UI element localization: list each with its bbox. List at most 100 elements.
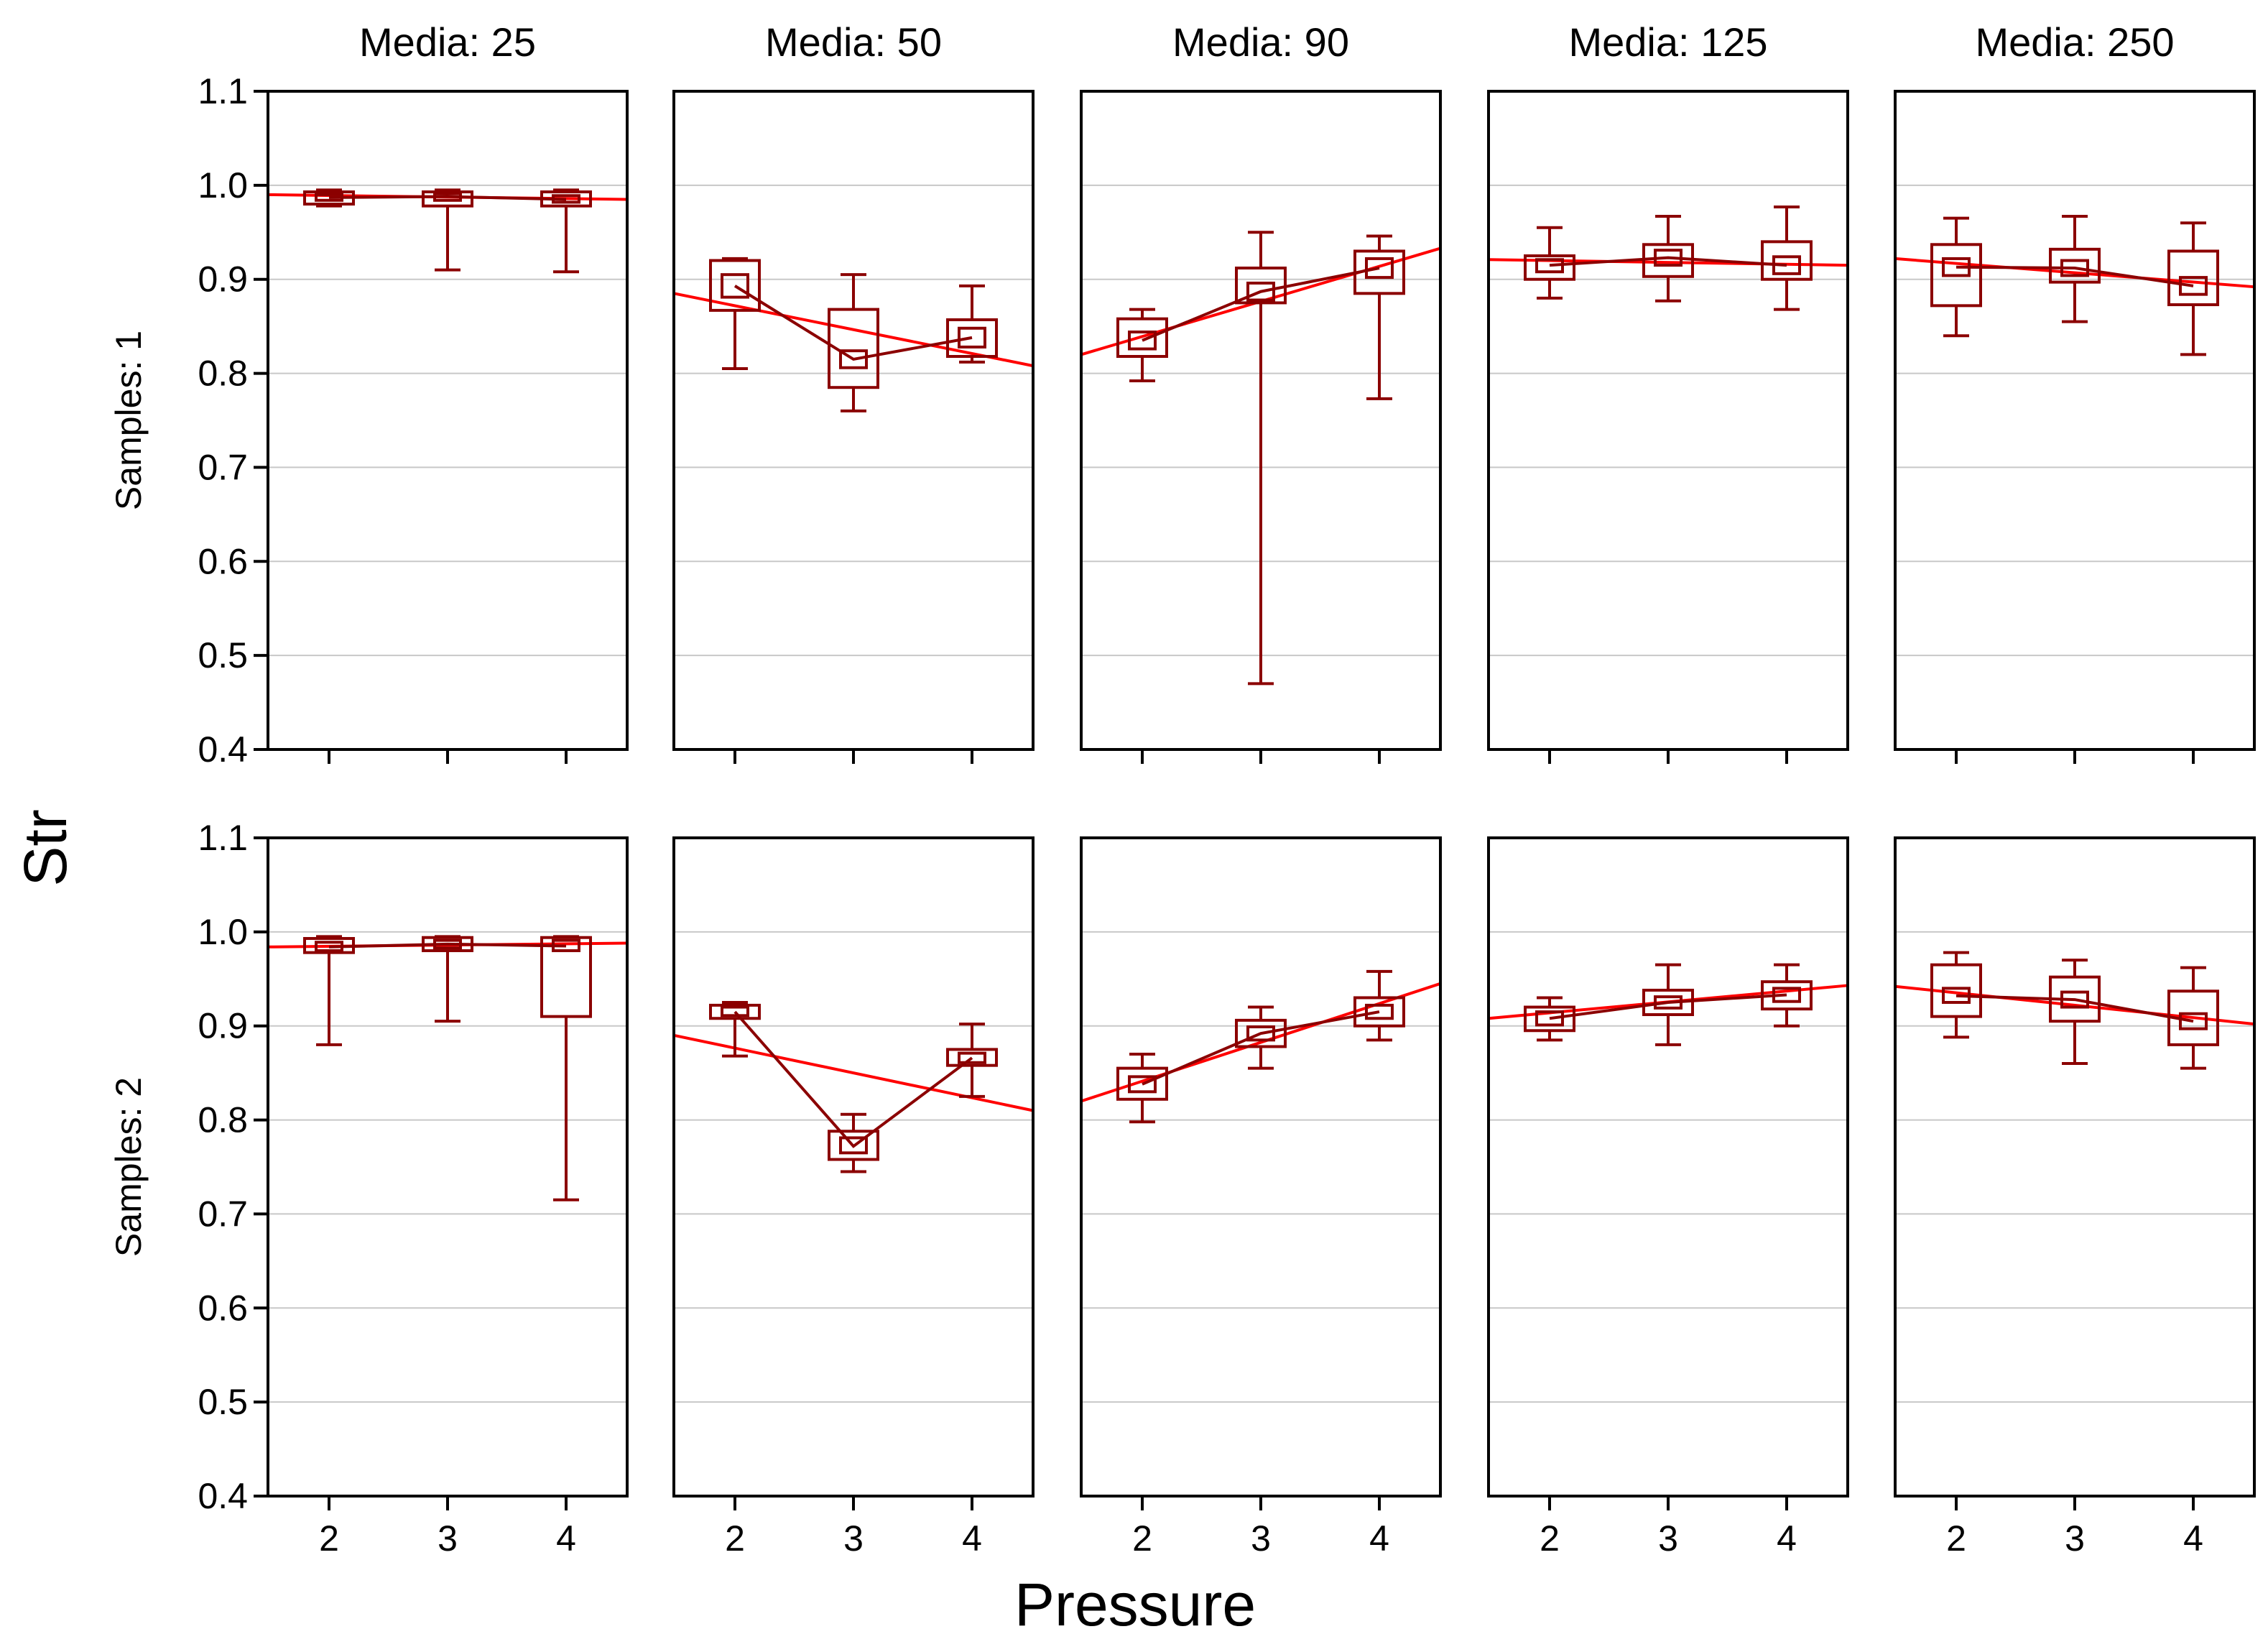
box (709, 259, 761, 312)
x-tick-label: 2 (725, 1518, 745, 1559)
mean-marker (552, 938, 580, 953)
mean-marker (1942, 987, 1971, 1005)
box-plot (540, 935, 592, 1201)
mean-marker (1128, 1075, 1157, 1094)
box-plot (1930, 951, 1982, 1039)
y-tick-label: 0.5 (198, 1382, 248, 1422)
y-tick-label: 0.4 (198, 729, 248, 770)
panel: 2 3 4 (267, 836, 629, 1559)
mean-marker (1535, 258, 1564, 274)
box-plot (1761, 963, 1813, 1028)
box (1353, 996, 1405, 1028)
panel-frame (1894, 90, 2256, 751)
box (2167, 249, 2219, 307)
x-tick-label: 3 (1251, 1518, 1271, 1559)
y-tick-label: 0.8 (198, 354, 248, 394)
mean-marker (315, 193, 343, 202)
box (1930, 963, 1982, 1018)
box (422, 190, 473, 208)
box-plot (1235, 1005, 1287, 1070)
mean-line (1549, 993, 1787, 1020)
panel (1487, 90, 1849, 764)
y-tick-label: 1.1 (198, 71, 248, 111)
box-plot (540, 188, 592, 274)
box (1353, 249, 1405, 295)
mean-line (1955, 265, 2194, 287)
row-label: Samples: 1 (108, 331, 149, 510)
mean-marker (1128, 330, 1157, 351)
box (2049, 975, 2101, 1023)
box (828, 308, 879, 389)
x-tick-label: 4 (962, 1518, 982, 1559)
box-plot (828, 273, 879, 412)
mean-marker (2060, 259, 2089, 277)
box (1642, 988, 1694, 1017)
panel: 2 3 4 (672, 836, 1035, 1559)
box-plot (709, 1001, 761, 1058)
panel: 2 3 4 (1487, 836, 1849, 1559)
mean-line (1955, 994, 2194, 1023)
x-axis-title: Pressure (1014, 1571, 1256, 1638)
box (1524, 254, 1575, 281)
box (828, 1130, 879, 1161)
box-plot (2167, 966, 2219, 1070)
box (1235, 267, 1287, 305)
mean-marker (1654, 995, 1683, 1010)
y-tick-label: 0.5 (198, 635, 248, 675)
trend-line (1894, 257, 2255, 289)
mean-marker (958, 1051, 986, 1064)
x-tick-label: 3 (2065, 1518, 2085, 1559)
mean-marker (1654, 249, 1683, 267)
panel-grid: Media: 25 Media: 50 Media: 90 Media: 125 Med… (108, 19, 2256, 1559)
panel-frame (1894, 836, 2256, 1498)
box-plot (828, 1112, 879, 1173)
box-plot (2167, 221, 2219, 356)
box-plot (1116, 1052, 1168, 1124)
mean-line (1549, 256, 1787, 267)
mean-marker (958, 326, 986, 349)
mean-marker (1942, 257, 1971, 277)
mean-marker (433, 192, 462, 202)
panel (1080, 90, 1442, 764)
y-tick-label: 0.7 (198, 1194, 248, 1234)
x-tick-label: 3 (438, 1518, 458, 1559)
box (1642, 243, 1694, 278)
box-plot (946, 1023, 998, 1098)
box (1761, 980, 1813, 1011)
box (946, 318, 998, 359)
mean-marker (315, 941, 343, 953)
box-plot (303, 935, 355, 1046)
mean-line (1142, 1010, 1380, 1086)
y-tick-label: 0.9 (198, 259, 248, 300)
column-title: Media: 125 (1568, 19, 1767, 65)
box-plot (1116, 308, 1168, 383)
mean-line (1142, 267, 1380, 342)
box-plot (1524, 226, 1575, 300)
x-tick-label: 2 (1132, 1518, 1152, 1559)
y-tick-label: 0.6 (198, 541, 248, 581)
box (1524, 1005, 1575, 1033)
box (709, 1003, 761, 1020)
mean-marker (1365, 257, 1394, 280)
box-plot (422, 935, 473, 1023)
y-tick-label: 0.8 (198, 1100, 248, 1140)
box (2167, 989, 2219, 1046)
box (1930, 243, 1982, 308)
box (1235, 1018, 1287, 1048)
box-plot (2049, 959, 2101, 1066)
mean-marker (721, 273, 749, 299)
mean-marker (2060, 990, 2089, 1009)
x-tick-label: 4 (1369, 1518, 1389, 1559)
mean-marker (1772, 987, 1801, 1003)
y-axis-title: Str (11, 809, 79, 886)
box-plot (303, 188, 355, 208)
panel (267, 90, 629, 764)
x-tick-label: 4 (556, 1518, 576, 1559)
box-plot (1642, 215, 1694, 303)
mean-marker (2179, 1012, 2208, 1030)
panel: 2 3 4 (1894, 836, 2256, 1559)
mean-marker (1535, 1010, 1564, 1027)
box (2049, 247, 2101, 284)
box-plot (1235, 231, 1287, 686)
